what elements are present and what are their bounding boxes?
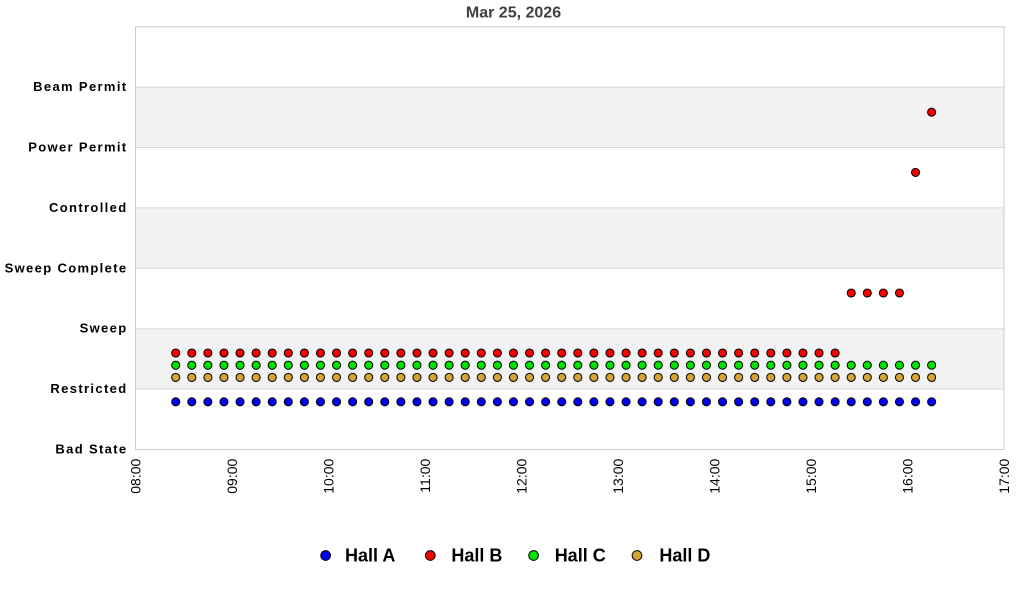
- svg-text:11:00: 11:00: [417, 458, 433, 492]
- svg-text:Mar 25, 2026: Mar 25, 2026: [466, 4, 561, 21]
- svg-text:Power Permit: Power Permit: [28, 140, 127, 155]
- svg-text:Sweep Complete: Sweep Complete: [5, 260, 128, 275]
- svg-text:15:00: 15:00: [803, 458, 819, 493]
- svg-text:10:00: 10:00: [321, 458, 337, 493]
- svg-text:12:00: 12:00: [514, 458, 530, 493]
- svg-text:Hall B: Hall B: [451, 546, 502, 566]
- svg-text:17:00: 17:00: [996, 458, 1012, 493]
- svg-text:Hall A: Hall A: [345, 546, 395, 566]
- svg-text:09:00: 09:00: [224, 458, 240, 493]
- svg-text:Restricted: Restricted: [50, 381, 127, 396]
- svg-text:08:00: 08:00: [128, 458, 144, 493]
- svg-text:Hall D: Hall D: [659, 546, 710, 566]
- svg-text:13:00: 13:00: [610, 458, 626, 493]
- svg-text:16:00: 16:00: [900, 458, 916, 493]
- svg-text:14:00: 14:00: [707, 458, 723, 493]
- svg-text:Controlled: Controlled: [49, 200, 128, 215]
- svg-text:Beam Permit: Beam Permit: [33, 79, 127, 94]
- svg-text:Hall C: Hall C: [555, 546, 606, 566]
- svg-text:Sweep: Sweep: [80, 321, 128, 336]
- svg-text:Bad State: Bad State: [55, 442, 127, 457]
